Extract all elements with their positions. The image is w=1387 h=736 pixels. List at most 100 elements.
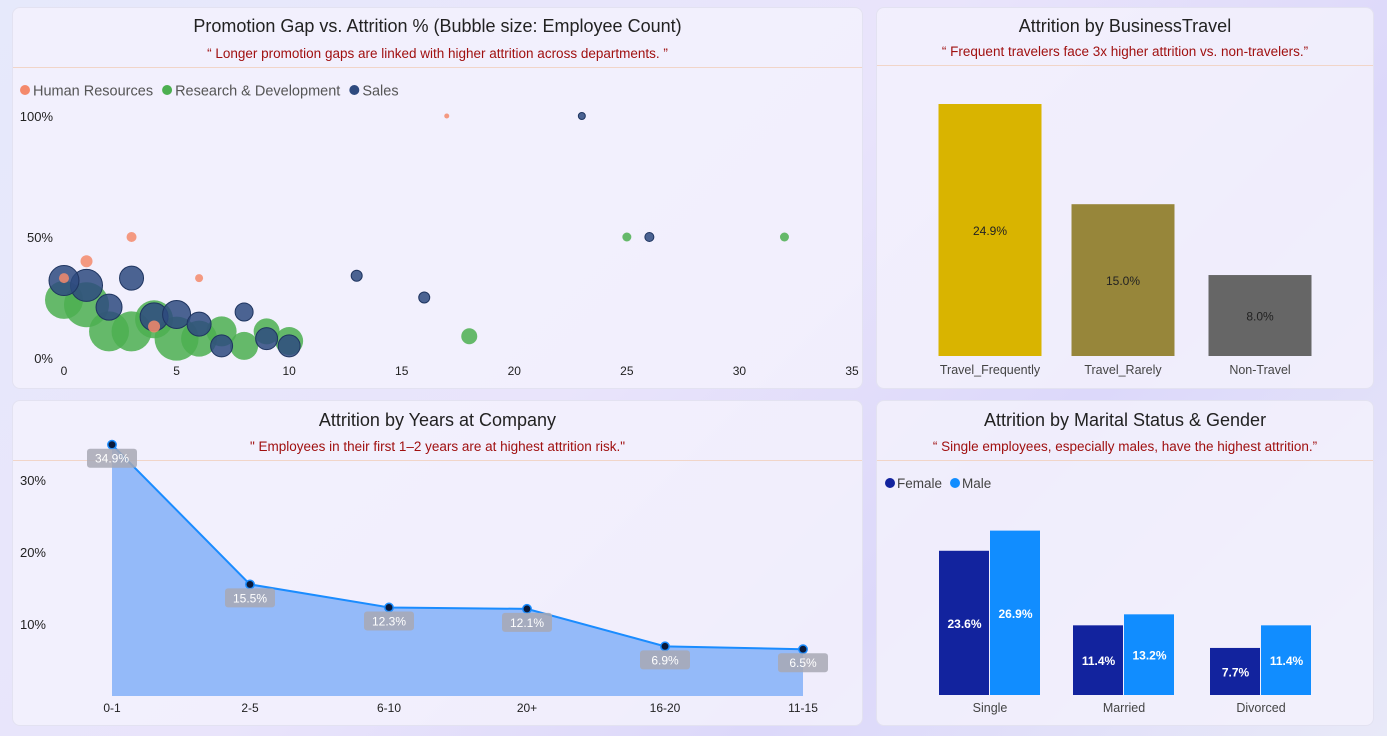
marital-divider — [877, 460, 1373, 461]
years-category-label: 11-15 — [788, 701, 818, 715]
years-area — [112, 444, 803, 696]
travel-bar-chart[interactable]: 24.9% Travel_Frequently 15.0% Travel_Rarely… — [877, 8, 1374, 389]
years-label-bg — [640, 650, 690, 670]
bubble-hr — [80, 255, 93, 268]
legend-marker-sales — [349, 85, 360, 95]
years-divider — [13, 460, 862, 461]
years-category-label: 16-20 — [650, 701, 681, 715]
years-data-label: 12.3% — [372, 614, 406, 628]
years-panel: Attrition by Years at Company " Employee… — [12, 400, 863, 726]
legend-marker-female — [885, 478, 895, 488]
promotion-subtitle: “ Longer promotion gaps are linked with … — [207, 46, 668, 61]
years-category-label: 0-1 — [103, 701, 121, 715]
years-data-label: 12.1% — [510, 616, 544, 630]
bubble-sales — [577, 112, 586, 120]
bubble-sales — [234, 302, 254, 322]
travel-category-label: Travel_Rarely — [1084, 363, 1162, 377]
marital-bar-value: 7.7% — [1222, 665, 1250, 679]
legend-marker-male — [950, 478, 961, 488]
years-label-bg — [87, 448, 137, 468]
marital-panel: Attrition by Marital Status & Gender “ S… — [876, 400, 1374, 726]
bubble-sales — [186, 311, 212, 337]
marital-category-label: Married — [1103, 701, 1145, 715]
marital-bar-female — [1073, 625, 1123, 695]
years-point — [522, 603, 532, 614]
marital-bar-value: 13.2% — [1132, 649, 1166, 663]
x-tick-label: 35 — [845, 364, 859, 378]
promotion-title: Promotion Gap vs. Attrition % (Bubble si… — [193, 16, 682, 36]
travel-panel: Attrition by BusinessTravel “ Frequent t… — [876, 7, 1374, 389]
years-label-bg — [364, 611, 414, 631]
marital-bar-female — [939, 550, 989, 695]
promotion-divider — [13, 67, 862, 68]
x-tick-label: 0 — [61, 364, 68, 378]
years-title: Attrition by Years at Company — [318, 410, 557, 430]
bubble-rnd — [461, 328, 478, 345]
bubble-rnd — [622, 232, 632, 242]
legend-label-female: Female — [897, 476, 942, 491]
y-tick-label: 50% — [27, 230, 53, 245]
travel-bar-value: 8.0% — [1246, 310, 1274, 324]
promotion-bubble-chart[interactable]: Human Resources Research & Development Sal… — [13, 8, 863, 389]
years-label-bg — [502, 612, 552, 632]
travel-category-label: Travel_Frequently — [940, 363, 1041, 377]
bubble-hr — [444, 113, 450, 119]
legend-label-hr: Human Resources — [33, 84, 153, 100]
years-point — [660, 641, 670, 652]
marital-subtitle: “ Single employees, especially males, ha… — [932, 439, 1318, 454]
x-tick-label: 20 — [508, 364, 522, 378]
bubble-sales — [162, 299, 192, 329]
marital-bar-chart[interactable]: Female Male 23.6% 26.9% Single 11.4% 13.2% Marr… — [877, 401, 1374, 726]
travel-bar — [938, 104, 1042, 357]
travel-divider — [877, 65, 1373, 66]
travel-subtitle: “ Frequent travelers face 3x higher attr… — [941, 44, 1309, 59]
marital-bar-value: 23.6% — [947, 617, 981, 631]
bubble-rnd — [779, 232, 789, 242]
legend-marker-hr — [20, 85, 30, 95]
marital-bar-male — [990, 530, 1040, 695]
bubble-sales — [644, 232, 655, 242]
bubble-hr — [195, 274, 204, 283]
years-point — [798, 644, 808, 655]
years-category-label: 2-5 — [241, 701, 259, 715]
promotion-panel: Promotion Gap vs. Attrition % (Bubble si… — [12, 7, 863, 389]
years-y-tick-label: 20% — [20, 545, 46, 560]
years-data-label: 34.9% — [95, 452, 129, 466]
bubble-sales — [95, 293, 123, 321]
travel-bar-value: 15.0% — [1106, 274, 1140, 288]
x-tick-label: 15 — [395, 364, 409, 378]
legend-label-rnd: Research & Development — [175, 84, 340, 100]
travel-title: Attrition by BusinessTravel — [1018, 16, 1232, 36]
years-area-chart[interactable]: 10% 20% 30% 34.9% 0-1 15.5% 2-5 12.3% 6-10 12.1% 2… — [13, 401, 863, 726]
travel-bar — [1208, 275, 1312, 356]
travel-bar-value: 24.9% — [973, 224, 1007, 238]
years-data-label: 6.9% — [651, 653, 679, 667]
years-point — [384, 602, 394, 613]
x-tick-label: 25 — [620, 364, 634, 378]
years-category-label: 6-10 — [377, 701, 401, 715]
years-line — [111, 444, 804, 651]
bubble-sales — [210, 334, 234, 358]
years-y-tick-label: 10% — [20, 617, 46, 632]
bubble-sales — [119, 265, 145, 291]
bubble-rnd — [230, 331, 259, 360]
x-tick-label: 30 — [733, 364, 747, 378]
legend-label-male: Male — [962, 476, 991, 491]
marital-category-label: Single — [973, 701, 1008, 715]
years-y-tick-label: 30% — [20, 473, 46, 488]
travel-bar — [1071, 204, 1175, 356]
years-subtitle: " Employees in their first 1–2 years are… — [250, 439, 625, 454]
bubble-sales — [350, 269, 363, 282]
bubble-hr — [126, 232, 137, 242]
bubble-sales — [277, 334, 301, 358]
marital-title: Attrition by Marital Status & Gender — [983, 410, 1267, 430]
x-tick-label: 5 — [173, 364, 180, 378]
years-label-bg — [778, 653, 828, 673]
bubble-hr — [148, 320, 161, 333]
travel-category-label: Non-Travel — [1229, 363, 1290, 377]
x-tick-label: 10 — [282, 364, 296, 378]
bubble-hr — [59, 273, 69, 284]
legend-marker-rnd — [162, 85, 173, 95]
y-tick-label: 0% — [34, 351, 53, 366]
years-label-bg — [225, 588, 275, 608]
